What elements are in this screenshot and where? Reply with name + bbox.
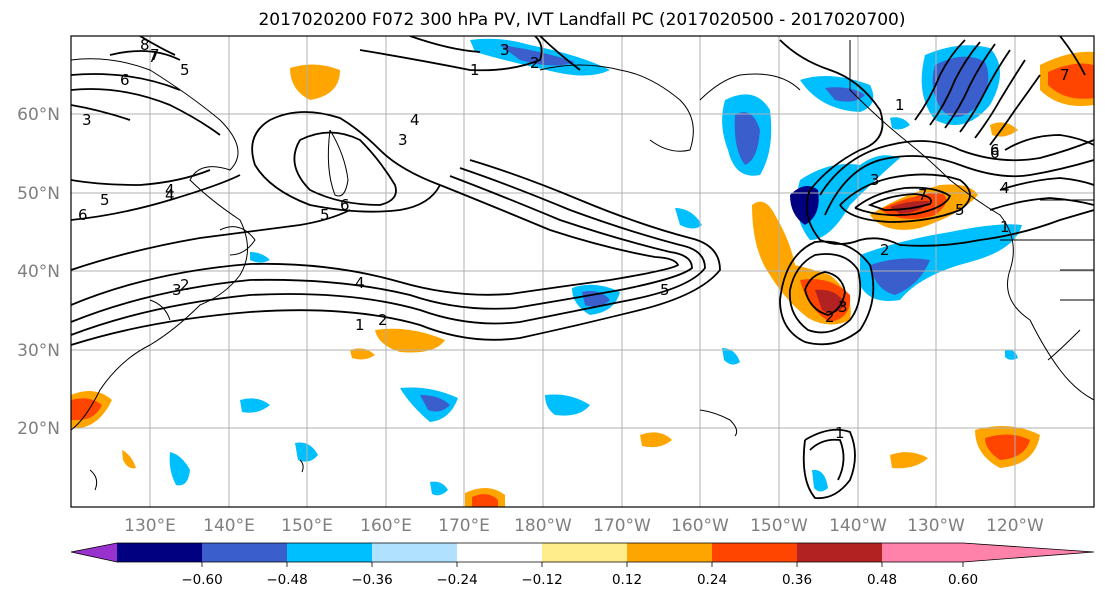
contour-label: 7 [148,48,158,66]
lat-label: 60°N [17,105,60,125]
colorbar-tick-label: 0.36 [782,572,812,588]
colorbar-tick-label: −0.48 [266,572,307,588]
colorbar-tick-label: 0.24 [697,572,727,588]
colorbar-segment [542,543,627,562]
contour-label: 5 [320,206,330,224]
contour-label: 2 [825,308,835,326]
colorbar-outline [70,542,1095,563]
lon-label: 150°E [281,516,333,536]
colorbar-segment [627,543,712,562]
lon-label: 170°E [438,516,490,536]
contour-label: 2 [378,311,388,329]
ivt-shading [71,38,1094,507]
colorbar-tick-label: 0.12 [612,572,642,588]
contour-label: 1 [470,61,480,79]
contour-label: 5 [100,191,110,209]
contour-label: 4 [165,181,175,199]
contour-label: 1 [1000,218,1010,236]
contour-label: 3 [500,41,510,59]
contour-label: 2 [180,276,190,294]
colorbar-tick-label: −0.24 [436,572,477,588]
contour-label: 5 [660,281,670,299]
colorbar-segment [882,543,963,562]
contour-label: 5 [180,61,190,79]
contour-label: 6 [120,71,130,89]
colorbar-tick-label: 0.48 [867,572,897,588]
map-title: 2017020200 F072 300 hPa PV, IVT Landfall… [258,10,905,30]
contour-label: 8 [140,36,150,54]
colorbar-tick-label: 0.60 [948,572,978,588]
contour-label: 4 [355,274,365,292]
colorbar: −0.60 −0.48 −0.36 −0.24 −0.12 0.12 0.24 … [70,542,1095,588]
lon-label: 170°W [593,516,651,536]
contour-label: 6 [990,141,1000,159]
colorbar-segment [457,543,542,562]
contour-label: 6 [990,144,1000,162]
contour-label: 2 [530,54,540,72]
lon-label: 140°E [203,516,255,536]
contour-label: 4 [410,111,420,129]
lon-label: 160°E [360,516,412,536]
lon-label: 120°W [986,516,1044,536]
contour-label: 5 [955,201,965,219]
lon-label: 160°W [671,516,729,536]
lon-label: 140°W [829,516,887,536]
map-panel: 1 2 3 4 5 6 7 8 1 2 3 4 5 6 7 1 2 3 4 5 … [71,36,1094,507]
lon-label: 150°W [750,516,808,536]
colorbar-segment [287,543,372,562]
lat-label: 20°N [17,419,60,439]
contour-label: 3 [838,298,848,316]
contour-label: 1 [895,96,905,114]
lon-label: 130°E [124,516,176,536]
lon-label: 180°W [514,516,572,536]
contour-label: 7 [918,186,928,204]
contour-label: 7 [150,46,160,64]
colorbar-extend-max [963,543,1094,562]
colorbar-segment [202,543,287,562]
latitude-labels: 60°N 50°N 40°N 30°N 20°N [17,105,60,439]
positive-anomaly-ar-landfall [71,51,1094,507]
contour-label: 1 [835,424,845,442]
contour-label: 4 [1000,179,1010,197]
lat-label: 50°N [17,184,60,204]
colorbar-segment [117,543,202,562]
contour-label: 1 [355,316,365,334]
contour-label: 4 [165,186,175,204]
longitude-labels: 130°E 140°E 150°E 160°E 170°E 180°W 170°… [124,516,1044,536]
colorbar-tick-label: −0.12 [521,572,562,588]
contour-label: 3 [82,111,92,129]
contour-label: 3 [172,281,182,299]
lon-label: 130°W [907,516,965,536]
lat-label: 30°N [17,341,60,361]
colorbar-extend-min [71,543,117,562]
contour-label: 6 [340,196,350,214]
colorbar-segment [797,543,882,562]
contour-label: 2 [880,241,890,259]
lat-label: 40°N [17,262,60,282]
map-frame [70,35,1095,508]
colorbar-ticks [201,562,964,567]
contour-label: 6 [78,206,88,224]
contour-label: 7 [1060,66,1070,84]
contour-label: 3 [398,131,408,149]
colorbar-tick-label: −0.60 [181,572,222,588]
contour-labels: 1 2 3 4 5 6 7 8 1 2 3 4 5 6 7 1 2 3 4 5 … [78,36,1070,442]
colorbar-segment [372,543,457,562]
colorbar-tick-label: −0.36 [351,572,392,588]
negative-anomaly-gulf-of-alaska [722,45,1022,301]
pv-contours [71,36,1094,500]
contour-label: 3 [870,171,880,189]
colorbar-segment [712,543,797,562]
